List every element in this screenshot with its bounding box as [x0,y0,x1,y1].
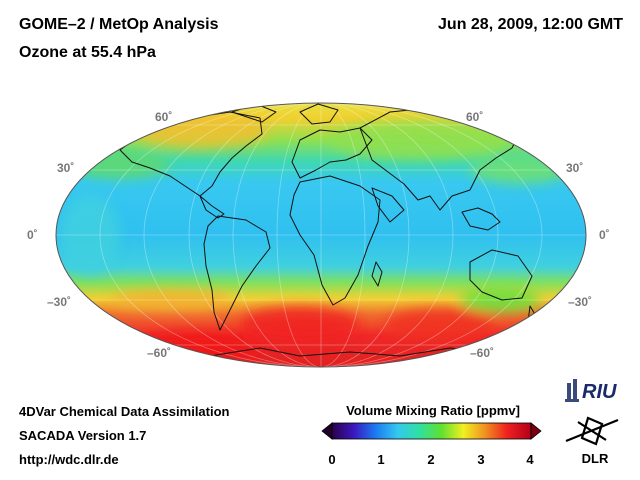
colorbar [321,422,542,440]
colorbar-tick: 4 [526,452,534,467]
colorbar-tick: 0 [328,452,336,467]
colorbar-title: Volume Mixing Ratio [ppmv] [346,403,520,418]
lat-label-right-0: 0˚ [599,228,610,242]
lat-label-right-30s: –30˚ [568,295,593,309]
lat-label-left-60s: –60˚ [147,346,172,360]
map-datetime: Jun 28, 2009, 12:00 GMT [438,16,623,33]
lat-label-right-60n: 60˚ [466,110,484,124]
lat-label-right-30n: 30˚ [566,161,584,175]
colorbar-tick: 3 [477,452,485,467]
dlr-logo [565,416,619,446]
lat-label-right-60s: –60˚ [470,346,495,360]
footer-version: SACADA Version 1.7 [19,428,147,443]
lat-label-left-0: 0˚ [27,228,38,242]
riu-logo-text: RIU [582,381,617,403]
dlr-logo-text: DLR [582,451,609,466]
lat-label-left-60n: 60˚ [155,110,173,124]
map-subtitle: Ozone at 55.4 hPa [19,44,156,61]
footer-url[interactable]: http://wdc.dlr.de [19,452,119,467]
map-title: GOME–2 / MetOp Analysis [19,16,219,33]
lat-label-left-30s: –30˚ [47,295,72,309]
colorbar-tick: 1 [377,452,385,467]
colorbar-tick: 2 [427,452,435,467]
footer-method: 4DVar Chemical Data Assimilation [19,404,230,419]
lat-label-left-30n: 30˚ [57,161,75,175]
riu-logo: RIU [565,379,617,403]
